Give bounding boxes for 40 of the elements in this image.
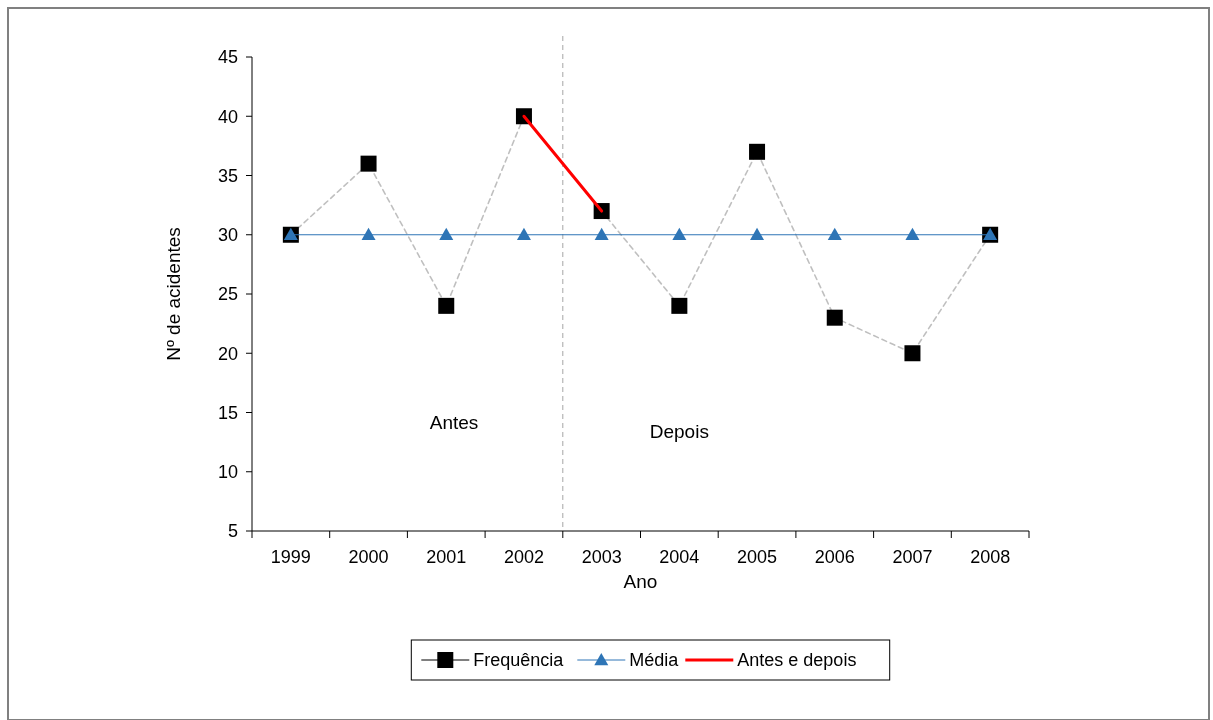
legend-label: Antes e depois: [737, 650, 857, 671]
y-tick-label: 45: [217, 47, 238, 68]
x-tick-label: 2002: [503, 547, 544, 567]
x-tick-label: 2003: [581, 547, 622, 567]
x-tick-label: 2008: [970, 547, 1011, 567]
point: [905, 227, 920, 240]
y-axis-title: Nº de acidentes: [163, 227, 184, 361]
x-tick-label: 2000: [348, 547, 389, 567]
point: [827, 227, 842, 240]
x-tick-label: 2001: [426, 547, 467, 567]
legend-label: Frequência: [473, 650, 565, 671]
x-tick-label: 2007: [892, 547, 933, 567]
annotation: Depois: [649, 421, 709, 443]
y-tick-label: 10: [217, 462, 238, 483]
point: [904, 345, 921, 362]
point: [749, 143, 766, 160]
point: [671, 297, 688, 314]
point: [672, 227, 687, 240]
point: [826, 309, 843, 326]
point: [750, 227, 765, 240]
y-tick-label: 15: [217, 402, 238, 423]
point: [360, 155, 377, 172]
legend-label: Média: [629, 650, 680, 671]
y-tick-label: 30: [217, 225, 238, 246]
x-axis-title: Ano: [623, 571, 658, 592]
x-tick-label: 2004: [659, 547, 700, 567]
point: [439, 227, 454, 240]
point: [361, 227, 376, 240]
point: [516, 227, 531, 240]
point: [594, 227, 609, 240]
x-tick-label: 2006: [814, 547, 855, 567]
y-tick-label: 5: [227, 521, 238, 542]
x-tick-label: 2005: [737, 547, 778, 567]
y-tick-label: 25: [217, 284, 238, 305]
x-tick-label: 1999: [270, 547, 311, 567]
annotation: Antes: [429, 411, 479, 433]
y-tick-label: 40: [217, 106, 238, 127]
y-tick-label: 35: [217, 165, 238, 186]
point: [438, 297, 455, 314]
y-tick-label: 20: [217, 343, 238, 364]
